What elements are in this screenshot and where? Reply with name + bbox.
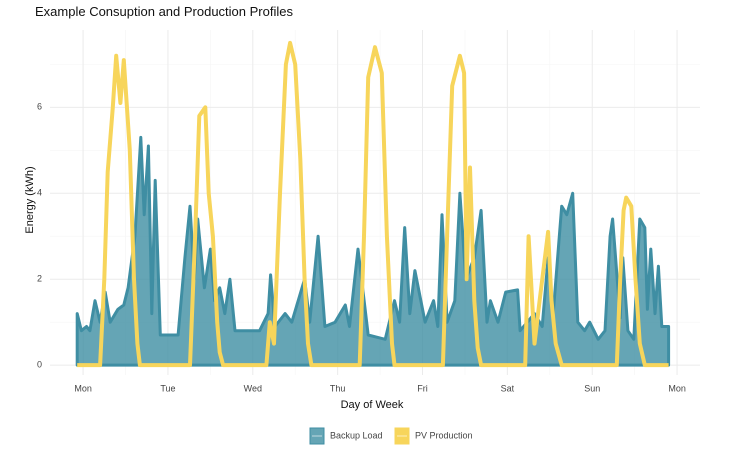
legend-label: Backup Load [330, 430, 383, 440]
legend-label: PV Production [415, 430, 473, 440]
x-tick-label: Mon [668, 383, 686, 393]
y-tick-label: 4 [37, 188, 42, 198]
x-tick-label: Tue [160, 383, 175, 393]
plot-area [75, 40, 671, 368]
chart-title: Example Consuption and Production Profil… [35, 4, 293, 19]
legend: Backup Load PV Production [309, 427, 473, 445]
x-tick-label: Sun [584, 383, 600, 393]
x-axis-title: Day of Week [341, 399, 404, 411]
x-tick-label: Thu [330, 383, 346, 393]
x-tick-label: Mon [74, 383, 92, 393]
y-tick-label: 2 [37, 274, 42, 284]
x-tick-label: Fri [417, 383, 428, 393]
x-tick-label: Sat [501, 383, 515, 393]
line [77, 40, 669, 368]
y-tick-label: 0 [37, 359, 42, 369]
y-axis-title: Energy (kWh) [24, 166, 36, 233]
y-tick-label: 6 [37, 102, 42, 112]
x-tick-label: Wed [244, 383, 262, 393]
area [75, 135, 671, 367]
